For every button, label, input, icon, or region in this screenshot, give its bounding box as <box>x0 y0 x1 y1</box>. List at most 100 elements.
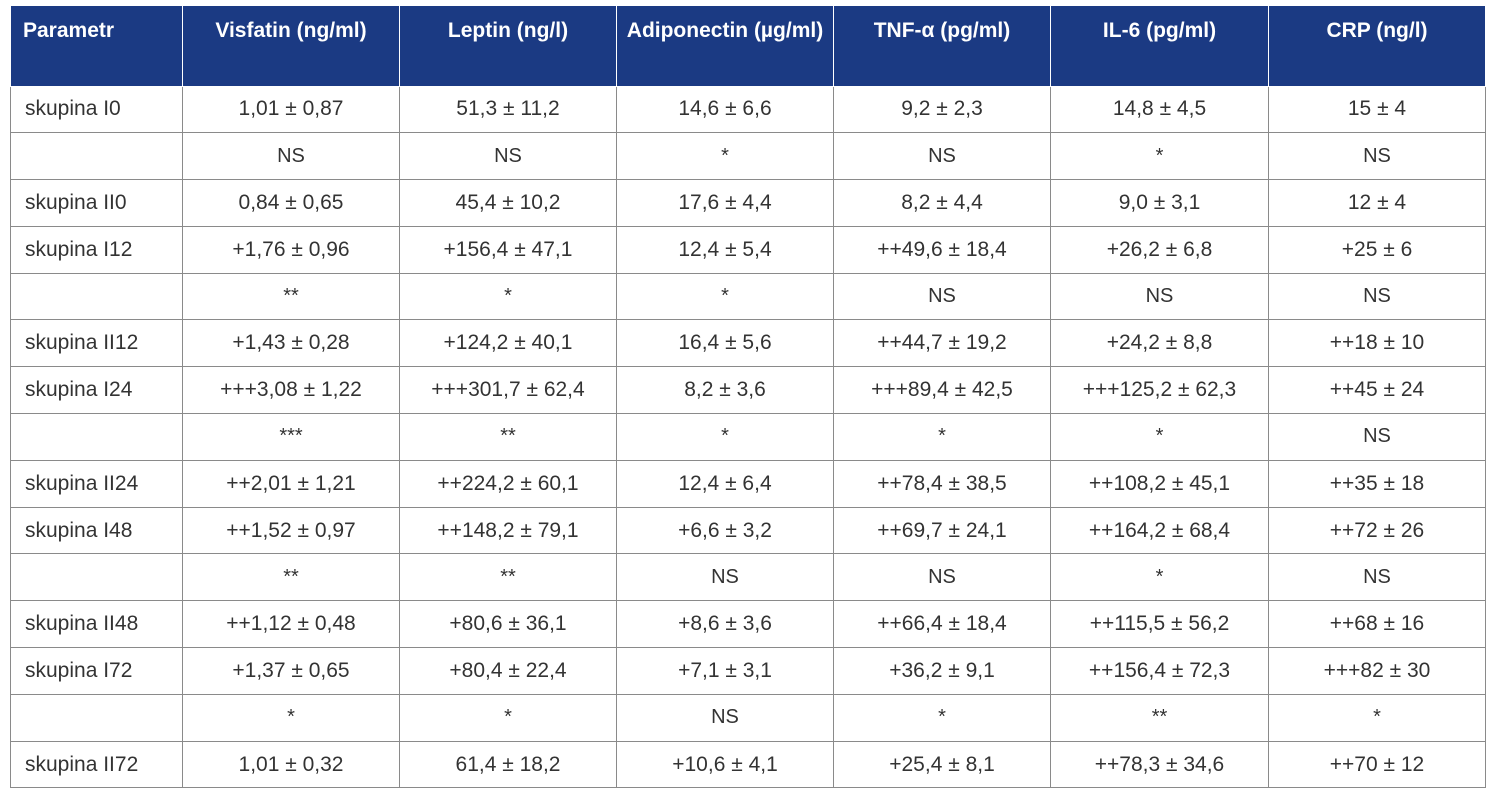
significance-row: ** * * NS NS NS <box>10 272 1486 321</box>
cell-visfatin: +++3,08 ± 1,22 <box>182 366 400 415</box>
cell-tnf-alpha: ++78,4 ± 38,5 <box>833 459 1051 508</box>
column-header-tnf-alpha: TNF-α (pg/ml) <box>833 6 1051 87</box>
cell-il-6: ++164,2 ± 68,4 <box>1050 506 1269 555</box>
cell-leptin: ** <box>399 553 617 602</box>
cell-adiponectin: 12,4 ± 6,4 <box>616 459 834 508</box>
cell-leptin: ++224,2 ± 60,1 <box>399 459 617 508</box>
cell-tnf-alpha: NS <box>833 132 1051 181</box>
cell-tnf-alpha: ++49,6 ± 18,4 <box>833 225 1051 274</box>
cell-leptin: ** <box>399 413 617 461</box>
cell-tnf-alpha: * <box>833 413 1051 461</box>
cell-visfatin: ++1,12 ± 0,48 <box>182 600 400 649</box>
cell-crp: 15 ± 4 <box>1268 85 1486 134</box>
row-label-cell <box>10 693 183 742</box>
table-row: skupina II0 0,84 ± 0,65 45,4 ± 10,2 17,6 ± … <box>10 179 1486 227</box>
significance-row: ** ** NS NS * NS <box>10 553 1486 602</box>
cell-tnf-alpha: 9,2 ± 2,3 <box>833 85 1051 134</box>
cell-il-6: ** <box>1050 693 1269 742</box>
column-header-leptin: Leptin (ng/l) <box>399 6 617 87</box>
cell-crp: * <box>1268 693 1486 742</box>
row-label-cell: skupina I48 <box>10 506 183 555</box>
table-row: skupina I48 ++1,52 ± 0,97 ++148,2 ± 79,1 +6… <box>10 506 1486 555</box>
cell-tnf-alpha: * <box>833 693 1051 742</box>
row-label-cell <box>10 272 183 321</box>
column-header-crp: CRP (ng/l) <box>1268 6 1486 87</box>
cell-il-6: ++115,5 ± 56,2 <box>1050 600 1269 649</box>
significance-row: NS NS * NS * NS <box>10 132 1486 181</box>
cell-visfatin: 1,01 ± 0,87 <box>182 85 400 134</box>
cell-adiponectin: NS <box>616 553 834 602</box>
cell-leptin: +80,6 ± 36,1 <box>399 600 617 649</box>
cell-visfatin: NS <box>182 132 400 181</box>
cell-il-6: * <box>1050 413 1269 461</box>
cell-leptin: ++148,2 ± 79,1 <box>399 506 617 555</box>
column-header-visfatin: Visfatin (ng/ml) <box>182 6 400 87</box>
row-label-cell <box>10 413 183 461</box>
cell-leptin: * <box>399 693 617 742</box>
cell-tnf-alpha: ++69,7 ± 24,1 <box>833 506 1051 555</box>
cell-adiponectin: +10,6 ± 4,1 <box>616 740 834 789</box>
header-row: Parametr Visfatin (ng/ml) Leptin (ng/l) … <box>10 6 1486 87</box>
results-table: Parametr Visfatin (ng/ml) Leptin (ng/l) … <box>10 6 1486 789</box>
cell-crp: NS <box>1268 553 1486 602</box>
cell-leptin: 61,4 ± 18,2 <box>399 740 617 789</box>
cell-adiponectin: +6,6 ± 3,2 <box>616 506 834 555</box>
cell-leptin: 45,4 ± 10,2 <box>399 179 617 227</box>
table-row: skupina I12 +1,76 ± 0,96 +156,4 ± 47,1 12,4… <box>10 225 1486 274</box>
significance-row: *** ** * * * NS <box>10 413 1486 461</box>
cell-visfatin: +1,43 ± 0,28 <box>182 319 400 368</box>
cell-crp: +++82 ± 30 <box>1268 647 1486 695</box>
cell-adiponectin: * <box>616 132 834 181</box>
row-label-cell: skupina II0 <box>10 179 183 227</box>
cell-crp: ++45 ± 24 <box>1268 366 1486 415</box>
table-row: skupina II48 ++1,12 ± 0,48 +80,6 ± 36,1 +8,… <box>10 600 1486 649</box>
cell-adiponectin: +8,6 ± 3,6 <box>616 600 834 649</box>
table-row: skupina II72 1,01 ± 0,32 61,4 ± 18,2 +10,6 … <box>10 740 1486 789</box>
cell-il-6: * <box>1050 132 1269 181</box>
table-row: skupina I24 +++3,08 ± 1,22 +++301,7 ± 62,4… <box>10 366 1486 415</box>
cell-il-6: ++156,4 ± 72,3 <box>1050 647 1269 695</box>
cell-leptin: NS <box>399 132 617 181</box>
cell-il-6: ++108,2 ± 45,1 <box>1050 459 1269 508</box>
cell-crp: ++68 ± 16 <box>1268 600 1486 649</box>
cell-visfatin: +1,37 ± 0,65 <box>182 647 400 695</box>
cell-leptin: +++301,7 ± 62,4 <box>399 366 617 415</box>
column-header-adiponectin: Adiponectin (µg/ml) <box>616 6 834 87</box>
cell-il-6: +24,2 ± 8,8 <box>1050 319 1269 368</box>
cell-adiponectin: * <box>616 272 834 321</box>
cell-tnf-alpha: +25,4 ± 8,1 <box>833 740 1051 789</box>
cell-adiponectin: 8,2 ± 3,6 <box>616 366 834 415</box>
cell-adiponectin: 16,4 ± 5,6 <box>616 319 834 368</box>
cell-tnf-alpha: +++89,4 ± 42,5 <box>833 366 1051 415</box>
cell-crp: +25 ± 6 <box>1268 225 1486 274</box>
row-label-cell <box>10 132 183 181</box>
cell-crp: NS <box>1268 413 1486 461</box>
cell-leptin: 51,3 ± 11,2 <box>399 85 617 134</box>
cell-adiponectin: 17,6 ± 4,4 <box>616 179 834 227</box>
row-label-cell: skupina II24 <box>10 459 183 508</box>
cell-crp: 12 ± 4 <box>1268 179 1486 227</box>
cell-il-6: NS <box>1050 272 1269 321</box>
cell-il-6: 14,8 ± 4,5 <box>1050 85 1269 134</box>
cell-tnf-alpha: ++66,4 ± 18,4 <box>833 600 1051 649</box>
cell-tnf-alpha: 8,2 ± 4,4 <box>833 179 1051 227</box>
column-header-parametr: Parametr <box>10 6 183 87</box>
table-body: skupina I0 1,01 ± 0,87 51,3 ± 11,2 14,6 ± 6… <box>10 85 1486 789</box>
cell-visfatin: ** <box>182 272 400 321</box>
cell-tnf-alpha: NS <box>833 553 1051 602</box>
cell-tnf-alpha: NS <box>833 272 1051 321</box>
cell-tnf-alpha: ++44,7 ± 19,2 <box>833 319 1051 368</box>
cell-visfatin: 1,01 ± 0,32 <box>182 740 400 789</box>
row-label-cell: skupina I0 <box>10 85 183 134</box>
table-row: skupina II12 +1,43 ± 0,28 +124,2 ± 40,1 16,… <box>10 319 1486 368</box>
row-label-cell: skupina II48 <box>10 600 183 649</box>
cell-crp: ++18 ± 10 <box>1268 319 1486 368</box>
cell-adiponectin: * <box>616 413 834 461</box>
cell-il-6: * <box>1050 553 1269 602</box>
cell-visfatin: *** <box>182 413 400 461</box>
row-label-cell: skupina I12 <box>10 225 183 274</box>
cell-visfatin: * <box>182 693 400 742</box>
table-header: Parametr Visfatin (ng/ml) Leptin (ng/l) … <box>10 6 1486 87</box>
results-table-container: Parametr Visfatin (ng/ml) Leptin (ng/l) … <box>10 6 1486 789</box>
cell-visfatin: 0,84 ± 0,65 <box>182 179 400 227</box>
